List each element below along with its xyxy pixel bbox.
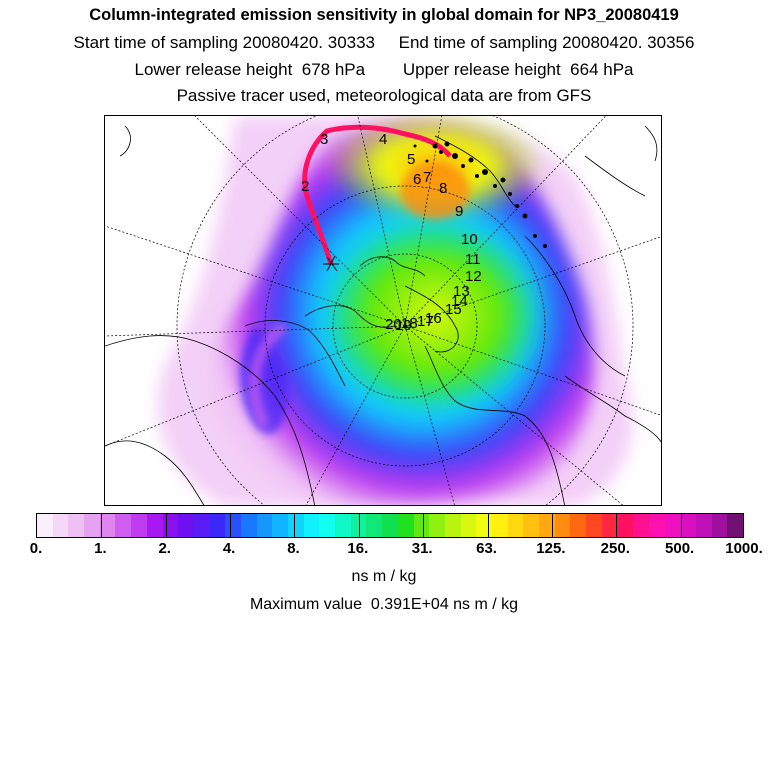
colorbar-swatch — [460, 514, 477, 537]
colorbar-swatch — [272, 514, 288, 537]
colorbar-swatch — [523, 514, 539, 537]
colorbar-swatch — [413, 514, 430, 537]
colorbar-swatch — [382, 514, 398, 537]
traj-label-13: 13 — [453, 283, 470, 300]
colorbar-swatch — [350, 514, 367, 537]
colorbar-tick — [551, 514, 553, 537]
tracer-info-line: Passive tracer used, meteorological data… — [176, 86, 592, 105]
colorbar-tick-label: 8. — [287, 540, 300, 557]
colorbar-swatch — [664, 514, 681, 537]
colorbar-tick — [165, 514, 167, 537]
colorbar-tick — [230, 514, 232, 537]
colorbar-tick-label: 2. — [158, 540, 171, 557]
traj-label-12: 12 — [465, 268, 482, 285]
polar-map: 2 3 4 5 6 7 8 9 10 11 12 13 14 15 16 17 … — [105, 116, 661, 505]
colorbar-swatch — [680, 514, 696, 537]
colorbar-swatch — [586, 514, 602, 537]
colorbar-swatch — [319, 514, 336, 537]
traj-label-16: 16 — [425, 310, 442, 327]
colorbar-swatch — [303, 514, 320, 537]
colorbar-tick — [101, 514, 103, 537]
colorbar-swatch — [178, 514, 194, 537]
traj-label-4: 4 — [379, 131, 387, 148]
colorbar-swatch — [648, 514, 665, 537]
colorbar-tick-label: 0. — [29, 540, 43, 557]
colorbar-tick-label: 250. — [600, 540, 630, 557]
traj-label-19: 19 — [395, 317, 412, 334]
colorbar-tick — [616, 514, 618, 537]
colorbar-swatch — [52, 514, 69, 537]
colorbar-swatch — [570, 514, 587, 537]
colorbar-tick-label: 16. — [347, 540, 369, 557]
plot-title: Column-integrated emission sensitivity i… — [89, 6, 679, 24]
colorbar-swatch — [554, 514, 571, 537]
traj-label-3: 3 — [320, 131, 328, 148]
colorbar-tick-label: 4. — [222, 540, 236, 557]
traj-label-9: 9 — [455, 203, 463, 220]
sampling-time-line: Start time of sampling 20080420. 30333 E… — [73, 33, 695, 52]
colorbar-swatch — [240, 514, 257, 537]
colorbar-swatch — [711, 514, 728, 537]
release-height-line: Lower release height 678 hPa Upper relea… — [134, 60, 634, 79]
traj-label-17: 17 — [417, 313, 434, 330]
map-panel: 2 3 4 5 6 7 8 9 10 11 12 13 14 15 16 17 … — [104, 115, 662, 506]
colorbar-swatch — [491, 514, 508, 537]
colorbar-tick-label: 63. — [476, 540, 497, 557]
traj-label-7: 7 — [423, 169, 431, 186]
maximum-value-label: Maximum value 0.391E+04 ns m / kg — [249, 596, 519, 613]
sensitivity-field — [157, 116, 633, 505]
colorbar-swatch — [617, 514, 634, 537]
colorbar-swatch — [397, 514, 414, 537]
colorbar-swatch — [99, 514, 116, 537]
release-markers — [413, 141, 547, 248]
colorbar-swatch — [209, 514, 226, 537]
colorbar-tick-label: 31. — [411, 540, 433, 557]
traj-label-20: 20 — [385, 316, 402, 333]
colorbar-tick — [358, 514, 360, 537]
colorbar-swatch — [288, 514, 304, 537]
colorbar-tick — [487, 514, 489, 537]
colorbar-swatch — [429, 514, 445, 537]
colorbar-tick-label: 1000. — [725, 540, 763, 557]
colorbar-swatch — [695, 514, 712, 537]
traj-label-11: 11 — [465, 251, 481, 268]
colorbar-tick-label: 1. — [94, 540, 107, 557]
coastlines — [105, 125, 661, 505]
colorbar-swatch — [601, 514, 618, 537]
colorbar-swatch — [539, 514, 555, 537]
traj-label-15: 15 — [445, 301, 462, 318]
colorbar-tick-label: 125. — [536, 540, 566, 557]
graticule — [105, 116, 661, 505]
colorbar-tick — [680, 514, 682, 537]
traj-label-2: 2 — [301, 178, 309, 195]
colorbar-swatch — [37, 514, 53, 537]
colorbar-swatch — [146, 514, 163, 537]
colorbar-units: ns m / kg — [351, 568, 417, 585]
colorbar — [36, 513, 744, 538]
traj-label-8: 8 — [439, 180, 447, 197]
traj-label-18: 18 — [401, 315, 418, 332]
colorbar-tick — [294, 514, 296, 537]
colorbar-swatch — [256, 514, 273, 537]
colorbar-swatch — [727, 514, 743, 537]
traj-label-10: 10 — [461, 231, 478, 248]
colorbar-swatch — [68, 514, 85, 537]
colorbar-swatch — [476, 514, 492, 537]
traj-label-5: 5 — [407, 151, 415, 168]
colorbar-swatch — [444, 514, 461, 537]
trajectory-labels: 2 3 4 5 6 7 8 9 10 11 12 13 14 15 16 17 … — [301, 131, 482, 334]
traj-label-6: 6 — [413, 171, 421, 188]
colorbar-tick-label: 500. — [665, 540, 695, 557]
colorbar-swatch — [131, 514, 147, 537]
colorbar-swatch — [84, 514, 100, 537]
colorbar-swatch — [193, 514, 210, 537]
colorbar-swatch — [225, 514, 241, 537]
colorbar-tick — [423, 514, 425, 537]
colorbar-swatch — [366, 514, 383, 537]
colorbar-swatch — [633, 514, 649, 537]
traj-label-14: 14 — [451, 293, 468, 310]
colorbar-swatch — [507, 514, 524, 537]
colorbar-swatch — [115, 514, 132, 537]
colorbar-swatch — [335, 514, 351, 537]
